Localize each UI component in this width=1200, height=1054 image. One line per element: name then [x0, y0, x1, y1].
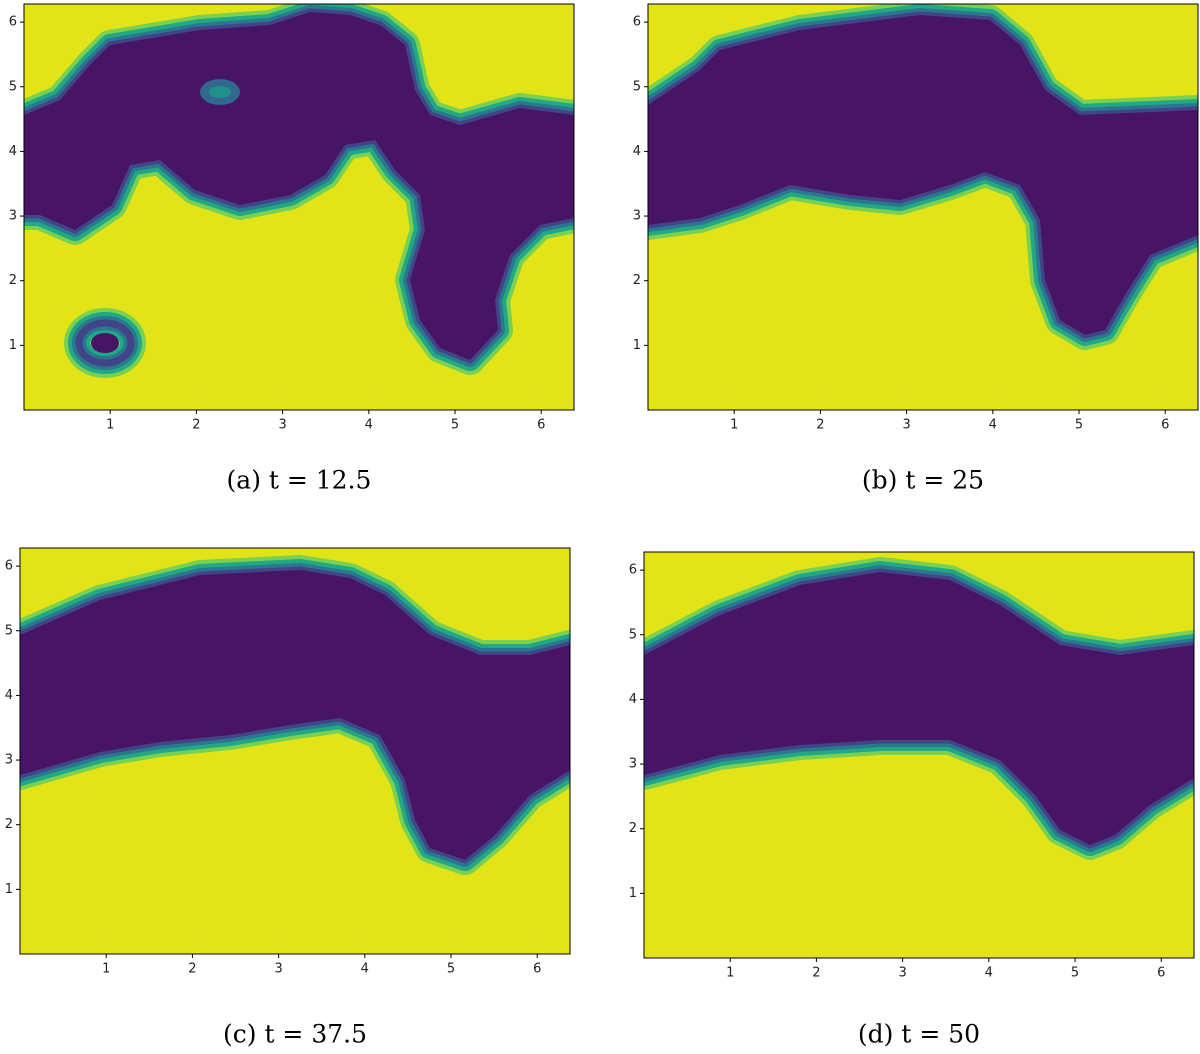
- y-tick-label: 6: [629, 563, 637, 578]
- plot-frame: [23, 3, 575, 411]
- x-tick-label: 4: [989, 418, 997, 433]
- panel-caption: (b) t = 25: [862, 466, 984, 495]
- x-tick-label: 4: [361, 962, 369, 977]
- y-tick-label: 5: [633, 79, 641, 94]
- x-tick-label: 3: [278, 418, 286, 433]
- y-tick-label: 4: [629, 692, 637, 707]
- x-tick-label: 4: [365, 418, 373, 433]
- x-tick-label: 6: [1157, 966, 1165, 981]
- x-tick-label: 2: [188, 962, 196, 977]
- panel-caption: (c) t = 37.5: [223, 1020, 367, 1049]
- field-b: [648, 4, 1198, 410]
- plot-frame: [647, 3, 1199, 411]
- x-tick-label: 6: [533, 962, 541, 977]
- x-tick-label: 2: [812, 966, 820, 981]
- y-tick-label: 3: [9, 209, 17, 224]
- y-tick-label: 1: [633, 338, 641, 353]
- x-tick-label: 6: [1161, 418, 1169, 433]
- x-tick-label: 3: [898, 966, 906, 981]
- y-tick-label: 6: [9, 15, 17, 30]
- field-a: [24, 4, 574, 410]
- y-tick-label: 5: [9, 79, 17, 94]
- y-tick-label: 2: [633, 273, 641, 288]
- x-tick-label: 5: [1075, 418, 1083, 433]
- x-tick-label: 1: [726, 966, 734, 981]
- y-tick-label: 3: [629, 757, 637, 772]
- field-d: [644, 552, 1194, 958]
- x-tick-label: 6: [537, 418, 545, 433]
- plot-frame: [643, 551, 1195, 959]
- y-tick-label: 2: [629, 821, 637, 836]
- x-tick-label: 2: [192, 418, 200, 433]
- x-tick-label: 5: [451, 418, 459, 433]
- y-tick-label: 6: [5, 559, 13, 574]
- field-c: [20, 548, 570, 954]
- y-tick-label: 4: [633, 144, 641, 159]
- x-tick-label: 1: [102, 962, 110, 977]
- y-tick-label: 1: [629, 886, 637, 901]
- y-tick-label: 4: [5, 688, 13, 703]
- y-tick-label: 5: [629, 627, 637, 642]
- y-tick-label: 2: [5, 817, 13, 832]
- x-tick-label: 1: [730, 418, 738, 433]
- x-tick-label: 4: [985, 966, 993, 981]
- x-tick-label: 5: [1071, 966, 1079, 981]
- x-tick-label: 3: [902, 418, 910, 433]
- panel-caption: (d) t = 50: [858, 1020, 980, 1049]
- y-tick-label: 3: [633, 209, 641, 224]
- x-tick-label: 1: [106, 418, 114, 433]
- y-tick-label: 1: [9, 338, 17, 353]
- x-tick-label: 3: [274, 962, 282, 977]
- y-tick-label: 4: [9, 144, 17, 159]
- x-tick-label: 2: [816, 418, 824, 433]
- x-tick-label: 5: [447, 962, 455, 977]
- y-tick-label: 5: [5, 623, 13, 638]
- y-tick-label: 6: [633, 15, 641, 30]
- y-tick-label: 2: [9, 273, 17, 288]
- panel-caption: (a) t = 12.5: [227, 466, 372, 495]
- y-tick-label: 3: [5, 753, 13, 768]
- y-tick-label: 1: [5, 882, 13, 897]
- plot-frame: [19, 547, 571, 955]
